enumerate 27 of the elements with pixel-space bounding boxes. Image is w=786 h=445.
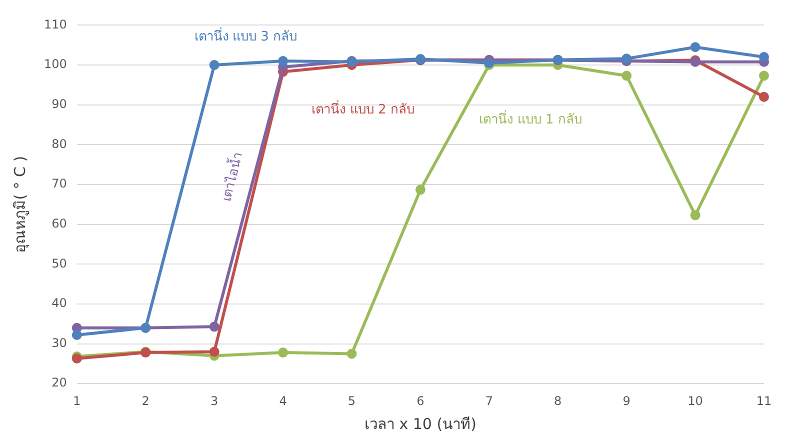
x-tick-label: 5 xyxy=(348,394,356,408)
y-tick-label: 100 xyxy=(44,57,67,72)
y-tick-label: 60 xyxy=(52,216,67,230)
x-tick-label: 10 xyxy=(688,394,703,408)
x-tick-label: 7 xyxy=(485,394,493,408)
y-tick-label: 20 xyxy=(52,376,67,390)
x-tick-label: 2 xyxy=(142,394,150,408)
x-tick-label: 8 xyxy=(554,394,562,408)
series-label: เตานึ่ง แบบ 1 กลับ xyxy=(479,110,582,128)
y-tick-label: 80 xyxy=(52,136,67,151)
text: เตาไอน้ำ xyxy=(216,150,246,204)
x-tick-label: 3 xyxy=(210,394,218,408)
y-tick-label: 30 xyxy=(52,336,67,350)
series-label: เตานึ่ง แบบ 3 กลับ xyxy=(194,27,297,44)
y-axis-title: อุณหภูมิ( ° C ) xyxy=(10,156,30,253)
x-tick-label: 6 xyxy=(416,394,424,408)
y-tick-label: 50 xyxy=(52,256,67,270)
x-tick-label: 4 xyxy=(279,394,287,408)
y-tick-label: 70 xyxy=(52,176,67,191)
y-tick-label: 110 xyxy=(44,17,67,32)
y-tick-label: 90 xyxy=(52,96,67,111)
x-tick-label: 9 xyxy=(622,394,630,408)
x-tick-label: 1 xyxy=(73,394,81,408)
text: เตานึ่ง แบบ 2 กลับ xyxy=(312,100,414,118)
x-axis-title: เวลา x 10 (นาที) xyxy=(364,414,476,433)
y-tick-label: 40 xyxy=(52,296,67,310)
x-tick-label: 11 xyxy=(756,394,772,408)
